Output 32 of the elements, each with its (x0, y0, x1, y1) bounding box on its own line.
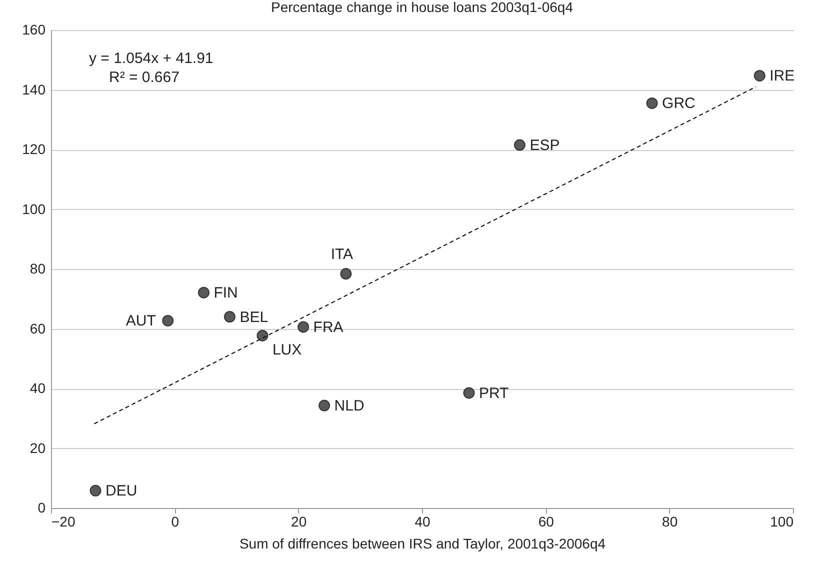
y-tick-label: 100 (22, 200, 46, 217)
y-tick-label: 0 (38, 500, 46, 516)
data-label: PRT (478, 384, 509, 402)
y-tick-label: 60 (30, 320, 46, 336)
x-tick-label: 100 (770, 514, 794, 530)
x-tick-label: 0 (171, 514, 180, 530)
y-tick-label: 80 (30, 260, 46, 276)
annotation: y = 1.054x + 41.91 (89, 50, 214, 67)
x-tick-label: 40 (414, 514, 430, 530)
x-tick-label: 80 (662, 514, 678, 530)
x-tick-label: 20 (291, 514, 307, 530)
data-label: BEL (240, 308, 268, 326)
data-label: AUT (126, 312, 156, 330)
x-tick-label: −20 (52, 514, 76, 530)
y-tick-label: 140 (22, 81, 46, 98)
data-label: FRA (313, 318, 344, 336)
annotation: R² = 0.667 (109, 69, 180, 86)
x-axis-title: Sum of diffrences between IRS and Taylor, 2001q3-2006q4 (239, 536, 606, 552)
data-label: LUX (272, 342, 302, 359)
data-label: DEU (106, 482, 138, 500)
data-label: IRE (770, 68, 795, 85)
y-tick-label: 120 (22, 141, 46, 157)
chart-title: Percentage change in house loans 2003q1-06q4 (270, 0, 574, 15)
data-label: GRC (662, 95, 696, 112)
y-tick-label: 40 (30, 380, 46, 396)
data-label: FIN (214, 284, 238, 302)
y-tick-label: 20 (30, 440, 46, 456)
y-tick-label: 160 (22, 22, 46, 38)
data-label: NLD (334, 398, 364, 415)
data-label: ESP (530, 137, 560, 154)
data-label: ITA (330, 246, 354, 263)
x-tick-label: 60 (538, 514, 554, 530)
